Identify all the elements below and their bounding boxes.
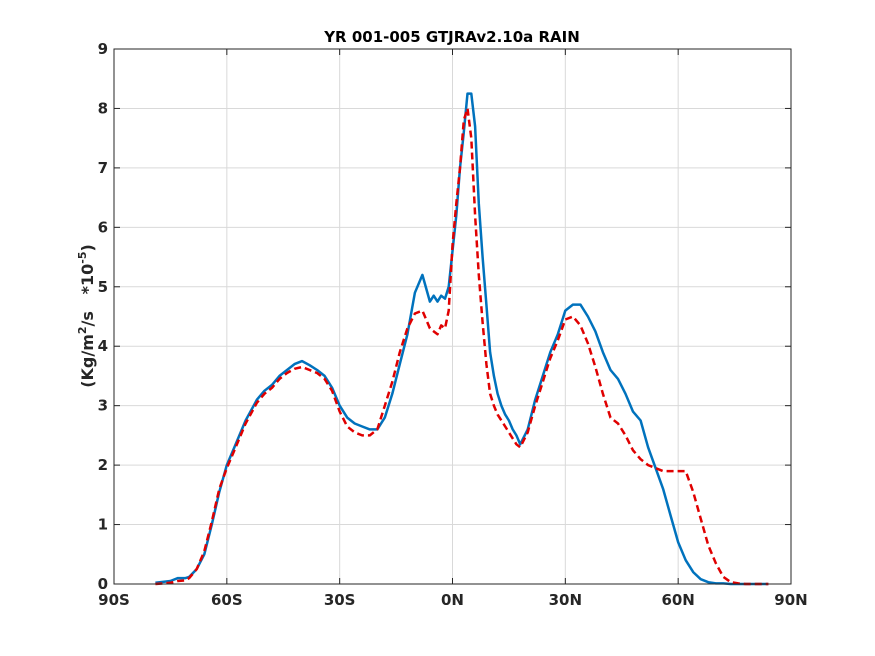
data-series [155, 92, 769, 586]
series-line-2 [155, 107, 769, 586]
x-tick-label: 90S [98, 591, 130, 609]
x-tick-label: 30N [549, 591, 582, 609]
y-tick-label: 3 [98, 397, 108, 415]
x-tick-label: 30S [324, 591, 356, 609]
y-axis-label-sup2: -5 [76, 252, 89, 264]
y-tick-label: 2 [98, 456, 108, 474]
y-axis-label-suffix: ) [78, 244, 97, 251]
y-tick-label: 5 [98, 278, 108, 296]
y-tick-label: 4 [98, 337, 108, 355]
y-axis-label-middle: /s *10 [78, 264, 97, 327]
x-tick-label: 60S [211, 591, 243, 609]
y-axis-label-prefix: (Kg/m [78, 334, 97, 388]
series-line-1 [155, 92, 769, 586]
y-tick-label: 9 [98, 40, 108, 58]
x-tick-label: 90N [774, 591, 807, 609]
axis-ticks [113, 48, 792, 585]
y-tick-label: 7 [98, 159, 108, 177]
y-tick-label: 1 [98, 516, 108, 534]
tick-labels: 90S 60S 30S 0N 30N 60N 90N 0 1 2 3 4 5 6 7 8 9 [98, 40, 808, 609]
y-tick-label: 0 [98, 575, 108, 593]
x-tick-label: 60N [661, 591, 694, 609]
y-tick-label: 8 [98, 99, 108, 117]
y-axis-label: (Kg/m2/s *10-5) [76, 244, 97, 388]
y-axis-label-sup1: 2 [76, 326, 89, 334]
chart-title: YR 001-005 GTJRAv2.10a RAIN [323, 28, 580, 46]
x-tick-label: 0N [441, 591, 464, 609]
grid-lines [114, 49, 791, 584]
y-tick-label: 6 [98, 218, 108, 236]
